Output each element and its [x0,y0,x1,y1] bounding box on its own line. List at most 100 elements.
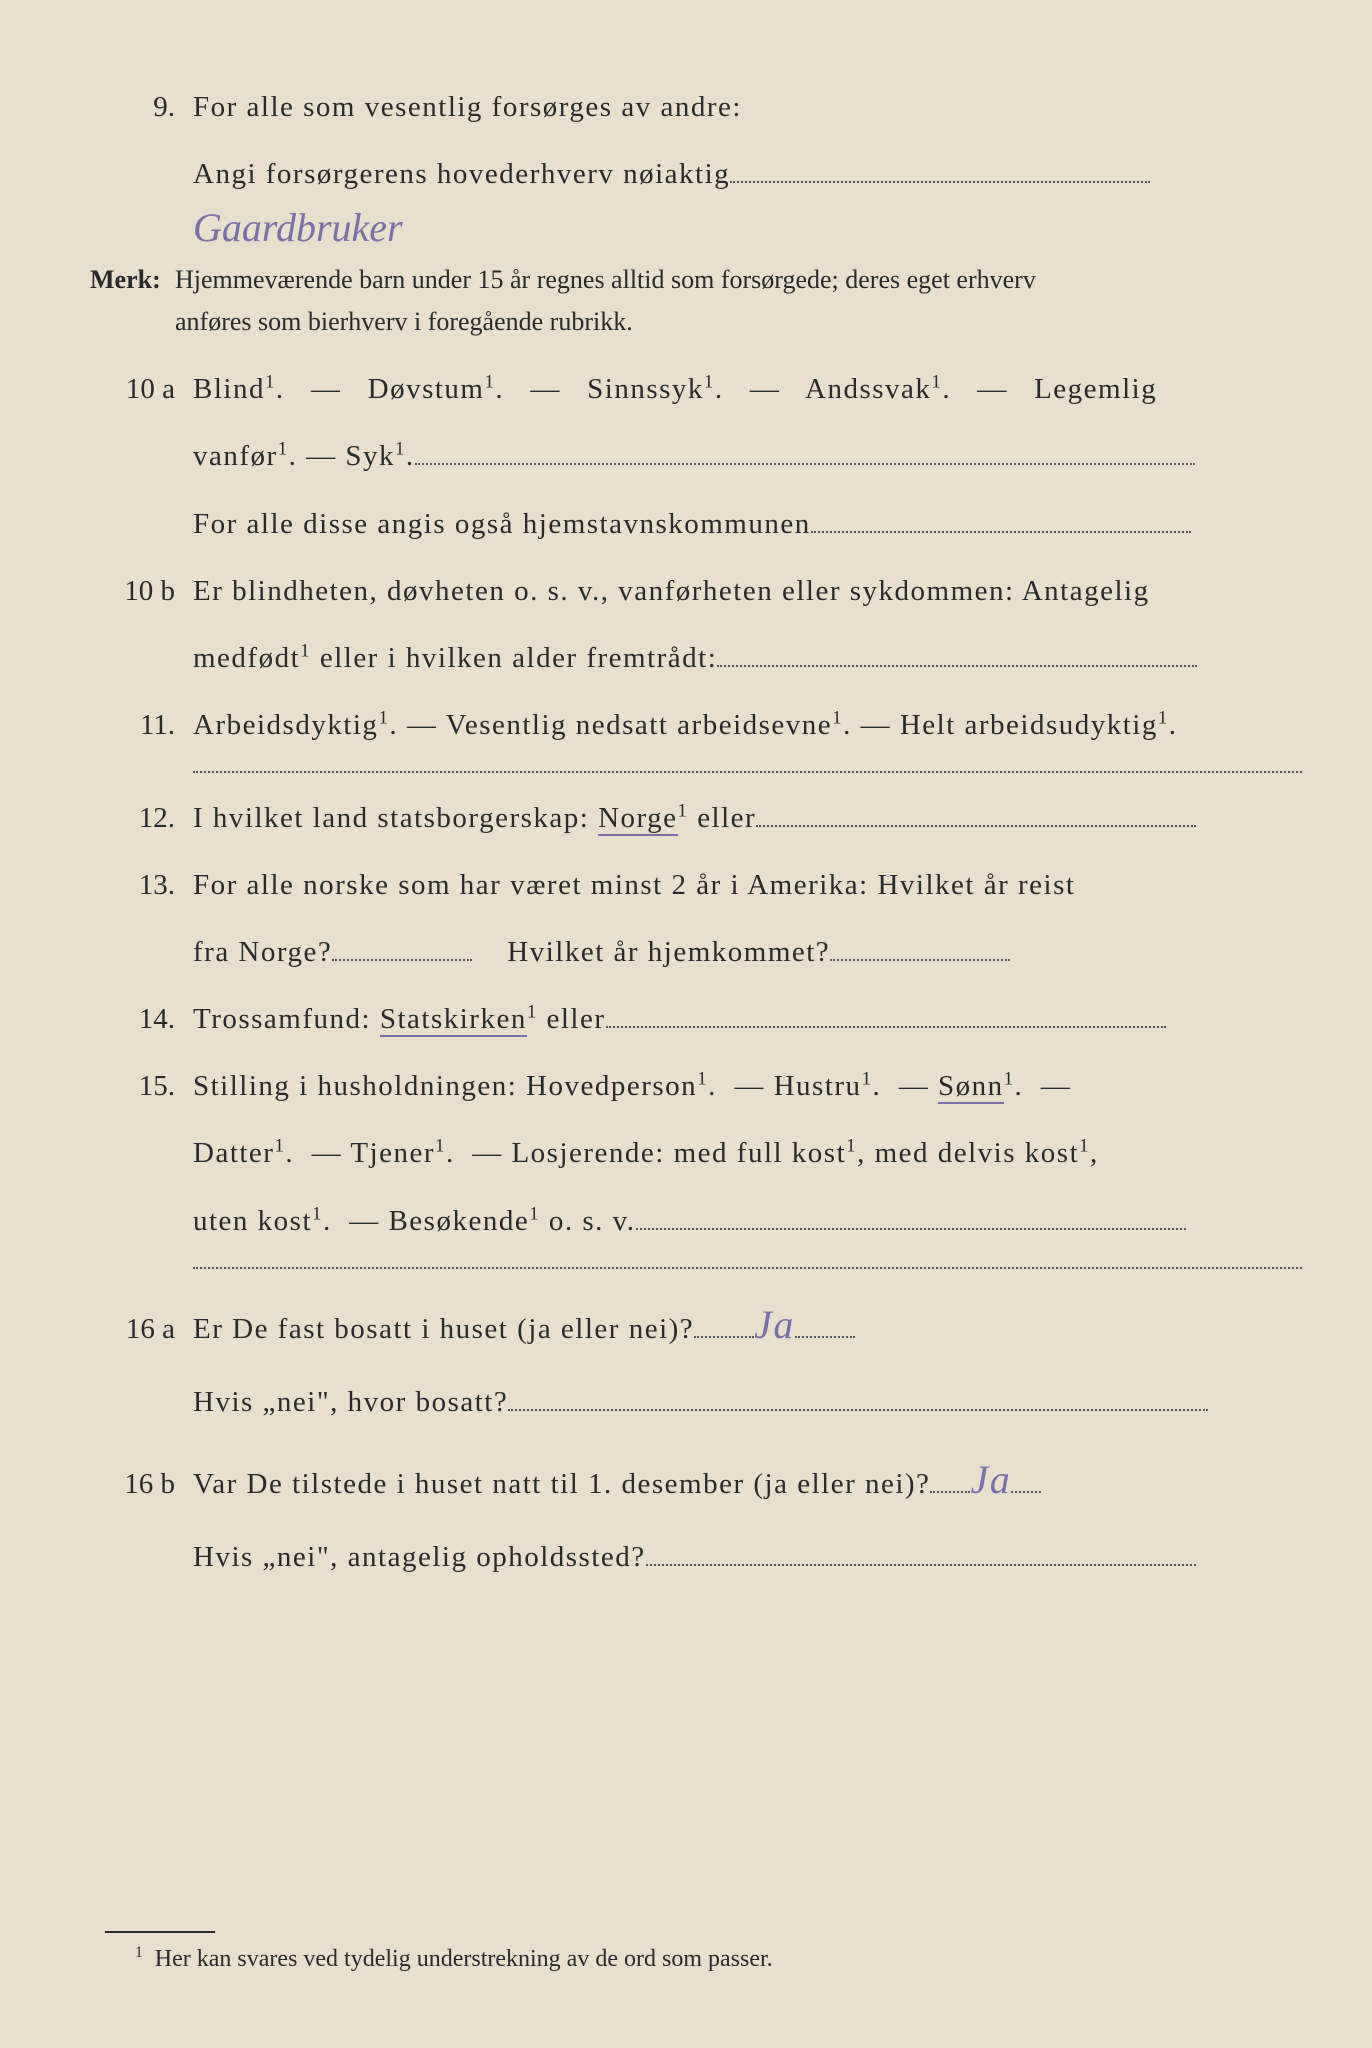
footnote-text: Her kan svares ved tydelig understreknin… [155,1946,773,1972]
q10a-row1: 10 a Blind1. — Døvstum1. — Sinnssyk1. — … [90,362,1302,417]
q9-text2: Angi forsørgerens hovederhverv nøiaktig [193,147,1302,202]
q10a-row2: vanfør1. — Syk1. [90,429,1302,484]
divider [193,771,1302,773]
merk-body: Hjemmeværende barn under 15 år regnes al… [175,259,1302,342]
q10a-body1: Blind1. — Døvstum1. — Sinnssyk1. — Andss… [193,362,1302,417]
q14-row: 14. Trossamfund: Statskirken1 eller [90,992,1302,1047]
fill-line [930,1465,970,1493]
q16a-row1: 16 a Er De fast bosatt i huset (ja eller… [90,1287,1302,1363]
fill-line [756,799,1196,827]
q15-row1: 15. Stilling i husholdningen: Hovedperso… [90,1059,1302,1114]
q10b-text2b: eller i hvilken alder fremtrådt: [311,642,717,674]
merk-row: Merk: Hjemmeværende barn under 15 år reg… [90,259,1302,342]
opt-vanfor: vanfør [193,440,278,472]
q10a-row3: For alle disse angis også hjemstavnskomm… [90,497,1302,552]
fill-line [830,933,1010,961]
q14-text: Trossamfund: [193,1003,380,1035]
q16a-text1: Er De fast bosatt i huset (ja eller nei)… [193,1313,694,1345]
fill-line [606,1000,1166,1028]
q15-body2: Datter1. — Tjener1. — Losjerende: med fu… [193,1126,1302,1181]
q16a-body2: Hvis „nei", hvor bosatt? [193,1375,1302,1430]
fill-line [730,155,1150,183]
q10a-text3: For alle disse angis også hjemstavnskomm… [193,508,811,540]
q16a-text2: Hvis „nei", hvor bosatt? [193,1386,508,1418]
q9-handwritten: Gaardbruker [193,205,403,250]
opt-nedsatt: Vesentlig nedsatt arbeidsevne [446,709,833,741]
opt-uten-kost: uten kost [193,1205,312,1237]
q16b-row1: 16 b Var De tilstede i huset natt til 1.… [90,1442,1302,1518]
q16a-body1: Er De fast bosatt i huset (ja eller nei)… [193,1287,1302,1363]
q9-number: 9. [90,80,193,135]
opt-legemlig: Legemlig [1034,373,1157,405]
q16a-handwritten: Ja [754,1302,795,1347]
q10b-body2: medfødt1 eller i hvilken alder fremtrådt… [193,631,1302,686]
q9-row2: Angi forsørgerens hovederhverv nøiaktig [90,147,1302,202]
opt-arbeidsdyktig: Arbeidsdyktig [193,709,378,741]
q10b-text1: Er blindheten, døvheten o. s. v., vanfør… [193,564,1302,619]
q9-row1: 9. For alle som vesentlig forsørges av a… [90,80,1302,135]
fill-line [811,504,1191,532]
q10b-row2: medfødt1 eller i hvilken alder fremtrådt… [90,631,1302,686]
fill-line [694,1310,754,1338]
q16b-handwritten: Ja [970,1457,1011,1502]
fill-line [415,437,1195,465]
q15-body3: uten kost1. — Besøkende1 o. s. v. [193,1194,1302,1249]
opt-blind: Blind [193,373,265,405]
fill-line [508,1383,1208,1411]
q10a-body3: For alle disse angis også hjemstavnskomm… [193,497,1302,552]
q16b-text1: Var De tilstede i huset natt til 1. dese… [193,1468,930,1500]
q13-number: 13. [90,858,193,913]
opt-sinnsyk: Sinnssyk [587,373,704,405]
opt-delvis-kost: , med delvis kost [857,1137,1079,1169]
q15-number: 15. [90,1059,193,1114]
q13-text1: For alle norske som har været minst 2 år… [193,858,1302,913]
fill-line [332,933,472,961]
q9-text1: For alle som vesentlig forsørges av andr… [193,80,1302,135]
q16a-row2: Hvis „nei", hvor bosatt? [90,1375,1302,1430]
q15-row2: Datter1. — Tjener1. — Losjerende: med fu… [90,1126,1302,1181]
q16b-row2: Hvis „nei", antagelig opholdssted? [90,1530,1302,1585]
q16b-body1: Var De tilstede i huset natt til 1. dese… [193,1442,1302,1518]
q13-row2: fra Norge? Hvilket år hjemkommet? [90,925,1302,980]
opt-tjener: Tjener [350,1137,435,1169]
q16a-number: 16 a [90,1302,193,1357]
merk-text1: Hjemmeværende barn under 15 år regnes al… [175,265,1036,294]
fill-line [795,1310,855,1338]
opt-udyktig: Helt arbeidsudyktig [900,709,1158,741]
q15-osv: o. s. v. [540,1205,635,1237]
fill-line [646,1538,1196,1566]
opt-hustru: Hustru [774,1070,862,1102]
q12-number: 12. [90,791,193,846]
q13-from-norway: fra Norge? [193,936,332,968]
q14-number: 14. [90,992,193,1047]
opt-datter: Datter [193,1137,274,1169]
q13-returned: Hvilket år hjemkommet? [507,936,830,968]
q16b-text2: Hvis „nei", antagelig opholdssted? [193,1541,646,1573]
opt-medfodt: medfødt [193,642,300,674]
opt-syk: Syk [345,440,395,472]
q15-body1: Stilling i husholdningen: Hovedperson1. … [193,1059,1302,1114]
opt-norge-underlined: Norge [598,802,677,836]
q14-body: Trossamfund: Statskirken1 eller [193,992,1302,1047]
fill-line [1011,1465,1041,1493]
q9-text2-label: Angi forsørgerens hovederhverv nøiaktig [193,158,730,190]
q10a-number: 10 a [90,362,193,417]
fill-line [636,1201,1186,1229]
q12-body: I hvilket land statsborgerskap: Norge1 e… [193,791,1302,846]
q9-handwritten-row: Gaardbruker [193,204,1302,251]
census-form-page: 9. For alle som vesentlig forsørges av a… [0,0,1372,2048]
opt-hovedperson: Stilling i husholdningen: Hovedperson [193,1070,697,1102]
opt-losjerende: Losjerende: med full kost [511,1137,846,1169]
q16b-body2: Hvis „nei", antagelig opholdssted? [193,1530,1302,1585]
opt-andssvak: Andssvak [805,373,931,405]
q12-text: I hvilket land statsborgerskap: [193,802,598,834]
q15-row3: uten kost1. — Besøkende1 o. s. v. [90,1194,1302,1249]
q11-body: Arbeidsdyktig1. — Vesentlig nedsatt arbe… [193,698,1302,753]
merk-label: Merk: [90,259,175,301]
q10a-body2: vanfør1. — Syk1. [193,429,1302,484]
footnote-sup: 1 [135,1944,143,1961]
q10b-number: 10 b [90,564,193,619]
q13-row1: 13. For alle norske som har været minst … [90,858,1302,913]
opt-dovstum: Døvstum [368,373,485,405]
q10b-row1: 10 b Er blindheten, døvheten o. s. v., v… [90,564,1302,619]
